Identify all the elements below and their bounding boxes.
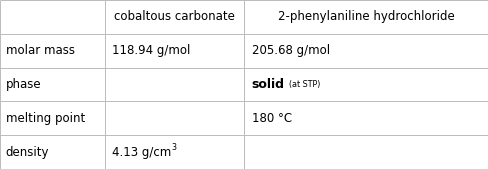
Text: 118.94 g/mol: 118.94 g/mol xyxy=(112,44,190,57)
Text: 2-phenylaniline hydrochloride: 2-phenylaniline hydrochloride xyxy=(278,10,454,23)
Text: density: density xyxy=(6,146,49,159)
Text: solid: solid xyxy=(251,78,284,91)
Text: phase: phase xyxy=(6,78,41,91)
Text: (at STP): (at STP) xyxy=(288,80,320,89)
Text: molar mass: molar mass xyxy=(6,44,75,57)
Text: 3: 3 xyxy=(171,143,176,152)
Text: cobaltous carbonate: cobaltous carbonate xyxy=(114,10,235,23)
Text: 4.13 g/cm: 4.13 g/cm xyxy=(112,146,171,159)
Text: 180 °C: 180 °C xyxy=(251,112,291,125)
Text: 205.68 g/mol: 205.68 g/mol xyxy=(251,44,329,57)
Text: melting point: melting point xyxy=(6,112,85,125)
